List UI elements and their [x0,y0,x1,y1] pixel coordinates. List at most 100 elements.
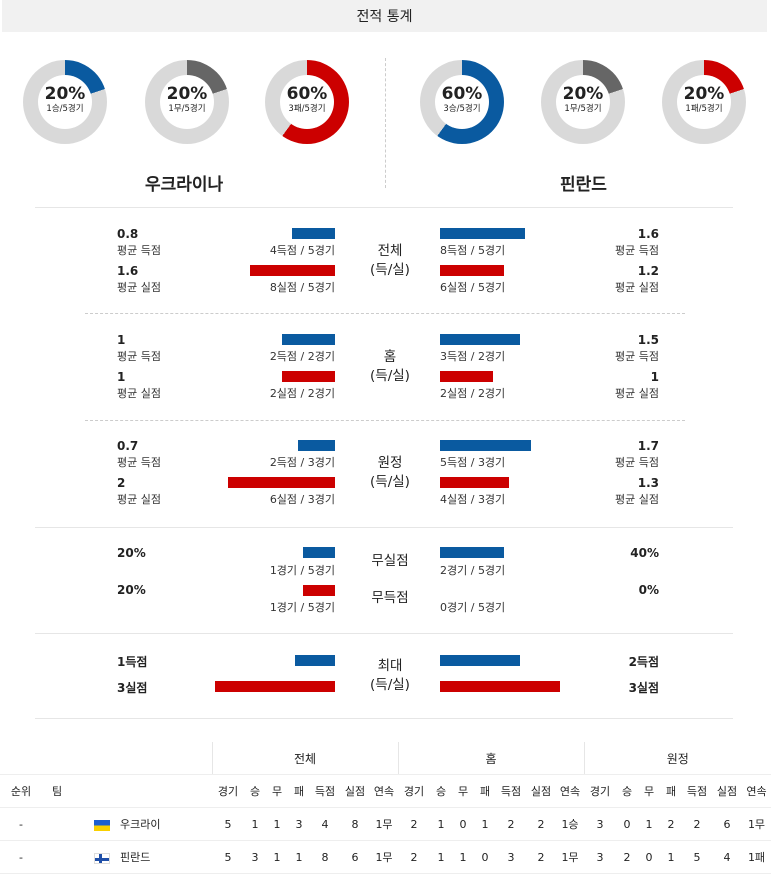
stat-cell: 3 [584,840,616,874]
home-clean-sheet-pct: 20% [117,546,146,560]
team-name[interactable]: 핀란드 [120,851,151,864]
section-title-home: 홈 (득/실) [360,348,420,386]
stat-cell: 8 [310,840,340,874]
stat-cell: 1승 [556,807,584,841]
team-divider [385,58,386,188]
away-avg-goals-against: 1 [650,370,659,384]
column-header: 승 [244,774,266,808]
away-avg-goals-for-label: 평균 득점 [615,456,659,469]
stat-cell: 0 [616,807,638,841]
home-goals-for-bar [282,334,335,345]
home-failed-to-score-detail: 1경기 / 5경기 [269,601,335,614]
team-cell[interactable]: 우크라이 [42,807,212,841]
stat-cell: 3 [288,807,310,841]
away-goals-against-detail: 2실점 / 2경기 [440,387,506,400]
home-goals-for-bar [298,440,335,451]
home-avg-goals-against: 2 [117,476,126,490]
stat-cell: 6 [712,807,742,841]
away-failed-to-score-detail: 0경기 / 5경기 [440,601,506,614]
home-avg-goals-for: 1 [117,333,126,347]
section-subtitle: (득/실) [370,474,410,490]
away-max-goals-against: 3실점 [628,681,659,695]
stat-cell: 1무 [556,840,584,874]
away-goals-for-detail: 3득점 / 2경기 [440,350,506,363]
stat-cell: 0 [474,840,496,874]
stat-cell: 1 [266,807,288,841]
home-max-goals-for: 1득점 [117,655,148,669]
stat-cell: 2 [526,840,556,874]
home-clean-sheet-bar [303,547,335,558]
stat-cell: 2 [682,807,712,841]
stat-cell: 2 [398,840,430,874]
home-max-goals-against: 3실점 [117,681,148,695]
column-header: 연속 [556,774,584,808]
empty-cell [42,742,213,775]
home-avg-goals-for-label: 평균 득점 [117,456,161,469]
standings-table: 전체 홈 원정 순위 팀 경기 승 무 패 득점 실점 연속 경기 승 무 패 득점 실점 연속 경기 승 무 패… [0,742,771,874]
divider [85,313,685,314]
section-title-overall: 전체 (득/실) [360,242,420,280]
home-max-goals-against-bar [215,681,335,692]
home-draw-donut: 20% 1무/5경기 [145,60,229,144]
donut-label: 1무/5경기 [168,104,206,114]
column-header: 승 [616,774,638,808]
donut-label: 3승/5경기 [443,104,481,114]
stat-cell: 0 [452,807,474,841]
stat-cell: 1 [638,807,660,841]
away-goals-for-bar [440,228,525,239]
home-failed-to-score-bar [303,585,335,596]
stat-cell: 5 [682,840,712,874]
away-avg-goals-for-label: 평균 득점 [615,350,659,363]
team-cell[interactable]: 핀란드 [42,840,212,874]
home-avg-goals-against-label: 평균 실점 [117,387,161,400]
team-name[interactable]: 우크라이 [120,818,161,831]
home-clean-sheet-detail: 1경기 / 5경기 [269,564,335,577]
away-clean-sheet-detail: 2경기 / 5경기 [440,564,506,577]
away-avg-goals-against-label: 평균 실점 [615,493,659,506]
away-goals-for-detail: 5득점 / 3경기 [440,456,506,469]
home-avg-goals-for-label: 평균 득점 [117,244,161,257]
divider [35,633,733,634]
table-row: - 핀란드 5 3 1 1 8 6 1무 2 1 1 0 3 2 1무 3 2 0 1 5 4 1패 [0,840,771,874]
stat-cell: 1 [474,807,496,841]
stat-cell: 5 [212,840,244,874]
away-avg-goals-for: 1.7 [637,439,659,453]
stat-cell: 1 [660,840,682,874]
home-team-name: 우크라이나 [145,175,224,195]
away-max-goals-for-bar [440,655,520,666]
away-team-name: 핀란드 [560,175,607,195]
column-header: 패 [474,774,496,808]
group-home: 홈 [398,742,585,775]
stat-cell: 2 [660,807,682,841]
away-win-donut: 60% 3승/5경기 [420,60,504,144]
away-goals-for-bar [440,334,520,345]
away-max-goals-for: 2득점 [628,655,659,669]
home-win-donut: 20% 1승/5경기 [23,60,107,144]
rank-cell: - [0,840,42,874]
home-avg-goals-against: 1.6 [117,264,139,278]
column-header: 경기 [398,774,430,808]
home-avg-goals-for: 0.7 [117,439,139,453]
stat-cell: 1무 [370,840,398,874]
standings-column-header: 순위 팀 경기 승 무 패 득점 실점 연속 경기 승 무 패 득점 실점 연속 경기 승 무 패 득점 실점 연속 [0,774,771,808]
home-goals-against-detail: 8실점 / 5경기 [269,281,335,294]
away-avg-goals-against-label: 평균 실점 [615,387,659,400]
away-failed-to-score-pct: 0% [638,583,659,597]
section-title: 최대 [377,658,403,674]
home-goals-against-bar [228,477,335,488]
donut-label: 1승/5경기 [46,104,84,114]
flag-ukraine-icon [94,819,110,831]
section-title: 전체 [377,243,403,259]
section-title: 홈 [383,349,397,365]
away-avg-goals-against: 1.2 [637,264,659,278]
divider [85,420,685,421]
away-goals-against-detail: 4실점 / 3경기 [440,493,506,506]
stat-cell: 1 [430,840,452,874]
stat-cell: 2 [496,807,526,841]
home-goals-against-bar [250,265,335,276]
section-title: 원정 [377,455,403,471]
divider [35,718,733,719]
col-rank: 순위 [0,774,42,808]
donut-label: 1패/5경기 [685,104,723,114]
col-team: 팀 [42,774,212,808]
